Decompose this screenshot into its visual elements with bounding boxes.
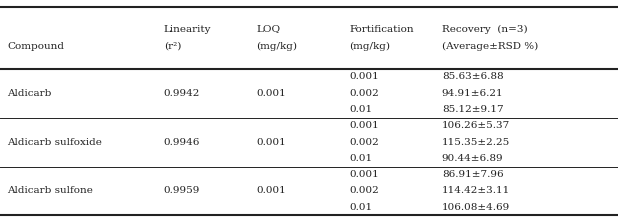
Text: 115.35±2.25: 115.35±2.25: [442, 138, 510, 147]
Text: 0.001: 0.001: [256, 186, 286, 195]
Text: 0.001: 0.001: [349, 121, 379, 130]
Text: 0.002: 0.002: [349, 89, 379, 98]
Text: 90.44±6.89: 90.44±6.89: [442, 154, 504, 163]
Text: Aldicarb: Aldicarb: [7, 89, 52, 98]
Text: 0.01: 0.01: [349, 105, 372, 114]
Text: 85.63±6.88: 85.63±6.88: [442, 72, 504, 81]
Text: 0.01: 0.01: [349, 154, 372, 163]
Text: 0.01: 0.01: [349, 203, 372, 212]
Text: Fortification: Fortification: [349, 25, 414, 34]
Text: 85.12±9.17: 85.12±9.17: [442, 105, 504, 114]
Text: (Average±RSD %): (Average±RSD %): [442, 42, 538, 51]
Text: 114.42±3.11: 114.42±3.11: [442, 186, 510, 195]
Text: Aldicarb sulfone: Aldicarb sulfone: [7, 186, 93, 195]
Text: 0.001: 0.001: [349, 170, 379, 179]
Text: 0.9959: 0.9959: [164, 186, 200, 195]
Text: 0.001: 0.001: [349, 72, 379, 81]
Text: LOQ: LOQ: [256, 25, 281, 34]
Text: Compound: Compound: [7, 42, 64, 51]
Text: 0.002: 0.002: [349, 186, 379, 195]
Text: 0.002: 0.002: [349, 138, 379, 147]
Text: 94.91±6.21: 94.91±6.21: [442, 89, 504, 98]
Text: (r²): (r²): [164, 42, 181, 51]
Text: Linearity: Linearity: [164, 25, 211, 34]
Text: Recovery  (n=3): Recovery (n=3): [442, 24, 528, 34]
Text: 106.08±4.69: 106.08±4.69: [442, 203, 510, 212]
Text: 86.91±7.96: 86.91±7.96: [442, 170, 504, 179]
Text: 0.001: 0.001: [256, 138, 286, 147]
Text: 0.9946: 0.9946: [164, 138, 200, 147]
Text: (mg/kg): (mg/kg): [256, 42, 297, 51]
Text: 0.9942: 0.9942: [164, 89, 200, 98]
Text: 0.001: 0.001: [256, 89, 286, 98]
Text: (mg/kg): (mg/kg): [349, 42, 390, 51]
Text: 106.26±5.37: 106.26±5.37: [442, 121, 510, 130]
Text: Aldicarb sulfoxide: Aldicarb sulfoxide: [7, 138, 103, 147]
